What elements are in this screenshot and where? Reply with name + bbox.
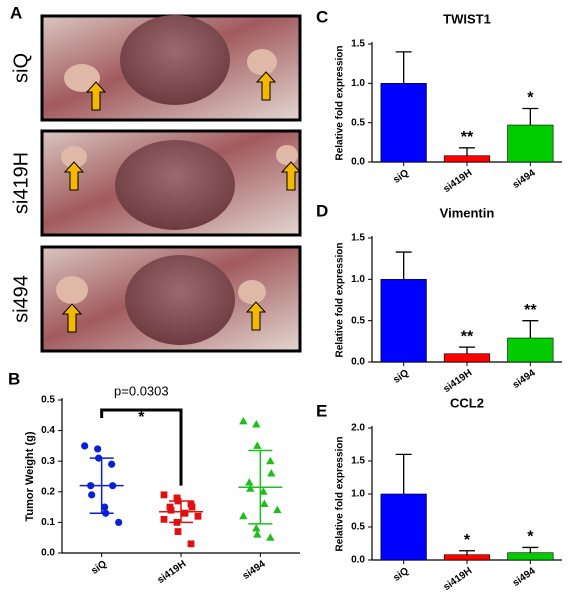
data-point [115,518,123,527]
bar [507,552,554,561]
bar [507,124,554,163]
data-point [194,512,202,520]
significance: ** [524,302,537,319]
bar [443,353,491,363]
x-tick-label: si419H [442,368,475,396]
p-value: p=0.0303 [114,383,169,398]
y-tick-label: 0.5 [351,117,365,128]
data-point [174,528,182,535]
data-point [108,460,116,468]
y-tick-label: 1.0 [351,489,365,500]
panel-label: B [8,369,20,388]
bar [507,337,554,363]
x-tick-label: si419H [156,559,189,587]
data-point [252,524,261,532]
significance: ** [461,328,474,345]
y-tick-label: 0.3 [41,456,55,467]
x-tick-label: siQ [391,167,411,185]
data-point [101,503,109,511]
chart-title: Vimentin [440,205,495,220]
data-point [239,416,248,425]
y-tick-label: 0.0 [41,548,55,559]
y-tick-label: 0.1 [41,517,55,528]
y-axis-title: Relative fold expression [335,45,346,160]
data-point [160,491,168,499]
data-point [167,506,175,514]
y-tick-label: 2.0 [351,423,365,434]
chart-title: TWIST1 [443,11,491,26]
data-point [188,503,196,511]
y-tick-label: 1.5 [351,39,365,50]
significance: * [138,409,145,426]
y-axis-title: Relative fold expression [335,436,346,551]
x-tick-label: siQ [391,565,411,583]
panel-label: D [316,201,328,220]
panel-label: A [10,3,22,22]
data-point [266,456,275,465]
significance-bracket [100,408,183,486]
bar [443,155,491,163]
data-point [88,491,96,499]
x-tick-label: siQ [89,558,109,576]
y-tick-label: 1.0 [351,274,365,285]
y-tick-label: 0.0 [351,157,365,168]
data-point [252,419,261,428]
data-point [245,478,254,486]
x-tick-label: si494 [511,565,538,589]
photo [40,245,302,353]
significance: * [464,532,471,549]
bar [380,83,427,163]
photo [40,14,302,122]
y-tick-label: 0.5 [41,395,55,406]
data-point [160,515,168,523]
panel-label: E [316,401,327,420]
x-tick-label: si419H [442,168,475,196]
bar [380,279,427,363]
data-point [187,540,195,548]
bar [380,493,427,561]
photo-label: si494 [10,275,32,323]
x-tick-label: siQ [391,367,411,385]
bar [443,554,491,561]
significance: * [527,90,534,107]
data-point [246,484,255,492]
x-tick-label: si419H [442,566,475,594]
data-point [94,445,102,453]
data-point [253,530,262,538]
y-tick-label: 1.0 [351,78,365,89]
data-point [273,505,282,514]
y-tick-label: 0.0 [351,357,365,368]
y-axis-title: Relative fold expression [335,242,346,357]
panel-label: C [316,7,328,26]
photo-label: siQ [10,53,32,83]
y-tick-label: 0.0 [351,555,365,566]
data-point [253,441,262,449]
y-axis-title: Tumor Weight (g) [24,431,36,521]
photo [40,129,302,237]
y-tick-label: 0.4 [41,425,55,436]
x-tick-label: si494 [511,367,538,391]
x-tick-label: si494 [511,167,538,191]
data-point [259,487,268,495]
data-point [267,468,276,477]
data-point [266,533,275,541]
significance: ** [461,129,474,146]
data-point [239,511,248,520]
x-tick-label: si494 [241,558,268,582]
y-tick-label: 0.5 [351,522,365,533]
y-tick-label: 0.5 [351,315,365,326]
data-point [181,509,189,517]
data-point [81,442,89,450]
y-tick-label: 1.5 [351,456,365,467]
y-tick-label: 0.2 [41,486,55,497]
data-point [260,499,269,508]
y-tick-label: 1.5 [351,233,365,244]
chart-title: CCL2 [450,395,484,410]
photo-label: si419H [10,152,32,214]
significance: * [527,529,534,546]
